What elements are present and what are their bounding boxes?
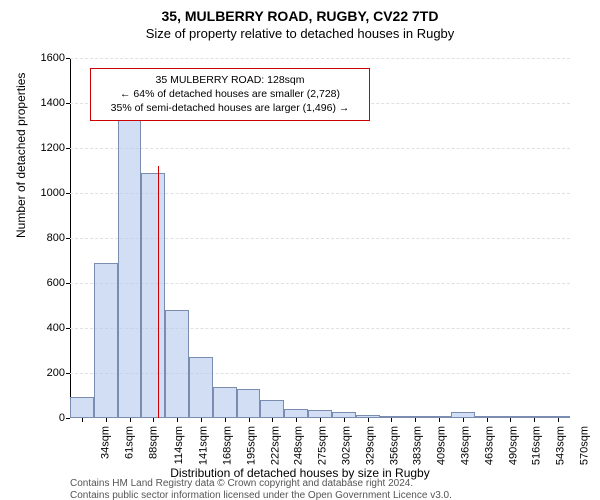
x-tick-mark <box>82 418 83 422</box>
footer-line-2: Contains public sector information licen… <box>70 490 452 500</box>
x-tick-mark <box>534 418 535 422</box>
x-tick-mark <box>249 418 250 422</box>
x-tick-mark <box>201 418 202 422</box>
histogram-bar <box>118 108 142 419</box>
y-tick-mark <box>66 58 70 59</box>
x-tick-mark <box>106 418 107 422</box>
histogram-bar <box>165 310 189 418</box>
x-tick-label: 222sqm <box>269 418 281 465</box>
y-tick-mark <box>66 238 70 239</box>
y-tick-label: 800 <box>15 232 65 244</box>
histogram-bar <box>284 409 308 418</box>
x-tick-label: 463sqm <box>483 418 495 465</box>
x-tick-label: 329sqm <box>364 418 376 465</box>
y-tick-label: 1000 <box>15 187 65 199</box>
chart-subtitle: Size of property relative to detached ho… <box>0 26 600 41</box>
histogram-bar <box>94 263 118 418</box>
y-tick-label: 200 <box>15 367 65 379</box>
plot-area: 0200400600800100012001400160034sqm61sqm8… <box>70 58 570 418</box>
x-tick-label: 114sqm <box>173 418 185 464</box>
y-tick-mark <box>66 103 70 104</box>
x-tick-mark <box>510 418 511 422</box>
x-tick-label: 195sqm <box>245 418 257 465</box>
x-tick-mark <box>177 418 178 422</box>
histogram-bar <box>141 173 165 418</box>
x-tick-mark <box>368 418 369 422</box>
y-tick-mark <box>66 328 70 329</box>
y-tick-mark <box>66 373 70 374</box>
callout-line-2: ← 64% of detached houses are smaller (2,… <box>99 87 361 101</box>
x-tick-mark <box>344 418 345 422</box>
x-tick-mark <box>415 418 416 422</box>
y-tick-label: 1400 <box>15 97 65 109</box>
x-tick-label: 516sqm <box>531 418 543 465</box>
x-tick-label: 302sqm <box>341 418 353 465</box>
y-tick-label: 600 <box>15 277 65 289</box>
y-tick-label: 400 <box>15 322 65 334</box>
x-tick-label: 248sqm <box>293 418 305 465</box>
histogram-bar <box>70 397 94 418</box>
x-tick-mark <box>558 418 559 422</box>
x-tick-mark <box>153 418 154 422</box>
x-tick-label: 570sqm <box>579 418 591 465</box>
chart-container: 35, MULBERRY ROAD, RUGBY, CV22 7TD Size … <box>0 8 600 500</box>
footer-line-1: Contains HM Land Registry data © Crown c… <box>70 478 452 490</box>
callout-line-1: 35 MULBERRY ROAD: 128sqm <box>99 73 361 87</box>
x-tick-label: 275sqm <box>317 418 329 465</box>
y-tick-mark <box>66 283 70 284</box>
histogram-bar <box>237 389 261 418</box>
histogram-bar <box>260 400 284 418</box>
x-tick-mark <box>463 418 464 422</box>
y-tick-mark <box>66 148 70 149</box>
x-tick-label: 409sqm <box>436 418 448 465</box>
x-tick-mark <box>320 418 321 422</box>
x-tick-label: 34sqm <box>99 418 111 459</box>
x-tick-mark <box>296 418 297 422</box>
x-tick-label: 168sqm <box>222 418 234 465</box>
callout-marker-line <box>158 166 159 418</box>
callout-line-3: 35% of semi-detached houses are larger (… <box>99 101 361 115</box>
y-tick-mark <box>66 418 70 419</box>
grid-line <box>70 148 570 149</box>
x-tick-label: 490sqm <box>507 418 519 465</box>
x-tick-label: 436sqm <box>460 418 472 465</box>
chart-title: 35, MULBERRY ROAD, RUGBY, CV22 7TD <box>0 8 600 24</box>
x-tick-label: 383sqm <box>412 418 424 465</box>
x-tick-mark <box>439 418 440 422</box>
x-tick-mark <box>391 418 392 422</box>
y-tick-label: 1600 <box>15 52 65 64</box>
y-tick-label: 0 <box>15 412 65 424</box>
x-tick-label: 141sqm <box>198 418 210 465</box>
x-tick-mark <box>225 418 226 422</box>
y-tick-mark <box>66 193 70 194</box>
callout-box: 35 MULBERRY ROAD: 128sqm← 64% of detache… <box>90 68 370 121</box>
x-tick-label: 88sqm <box>147 418 159 459</box>
histogram-bar <box>308 410 332 418</box>
x-tick-mark <box>487 418 488 422</box>
grid-line <box>70 58 570 59</box>
histogram-bar <box>213 387 237 419</box>
histogram-bar <box>189 357 213 418</box>
x-tick-label: 356sqm <box>388 418 400 465</box>
footer-attribution: Contains HM Land Registry data © Crown c… <box>70 478 452 500</box>
y-tick-label: 1200 <box>15 142 65 154</box>
x-tick-mark <box>130 418 131 422</box>
x-tick-label: 61sqm <box>123 418 135 459</box>
x-tick-label: 543sqm <box>555 418 567 465</box>
x-tick-mark <box>272 418 273 422</box>
